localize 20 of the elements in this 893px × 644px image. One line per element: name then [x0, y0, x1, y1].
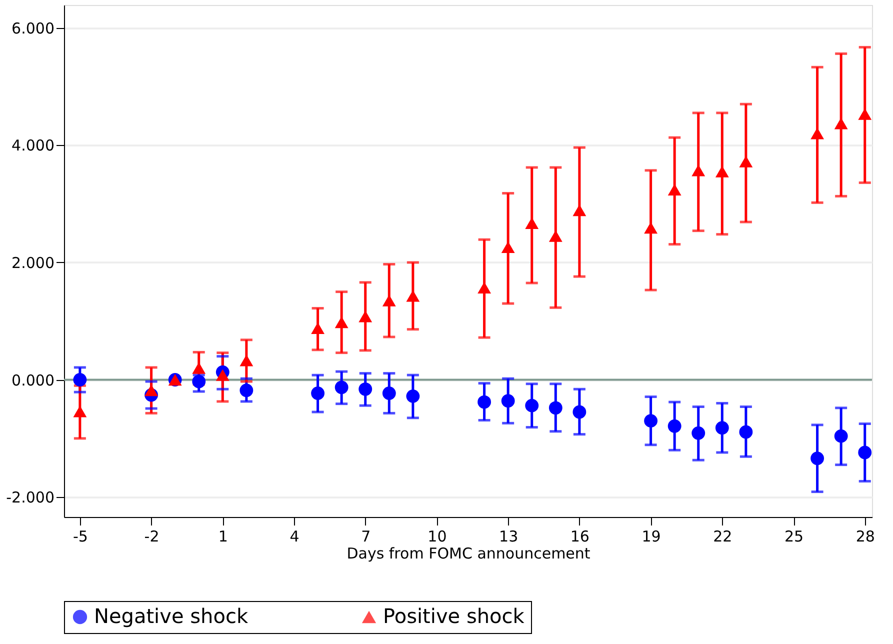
x-tick-label: -2 — [144, 528, 160, 546]
y-tick-label: 2.000 — [12, 254, 54, 272]
x-tick-label: 19 — [642, 528, 661, 546]
legend-label: Negative shock — [94, 604, 248, 628]
legend-label: Positive shock — [383, 604, 525, 628]
y-tick-label: 0.000 — [12, 371, 54, 390]
x-tick-label: 10 — [428, 528, 447, 546]
x-tick-label: 7 — [361, 528, 371, 546]
y-tick-label: 4.000 — [12, 136, 54, 155]
x-tick-label: 16 — [570, 528, 590, 546]
x-tick-label: 25 — [784, 528, 804, 546]
y-tick-label: -2.000 — [6, 488, 54, 507]
x-tick-label: -5 — [72, 528, 88, 546]
x-tick-label: 1 — [218, 528, 228, 546]
x-tick-label: 28 — [856, 528, 875, 546]
x-tick-label: 22 — [713, 528, 732, 546]
y-tick-label: 6.000 — [12, 19, 54, 38]
x-tick-label: 4 — [290, 528, 300, 546]
x-tick-label: 13 — [499, 528, 518, 546]
x-axis-title: Days from FOMC announcement — [346, 544, 590, 562]
